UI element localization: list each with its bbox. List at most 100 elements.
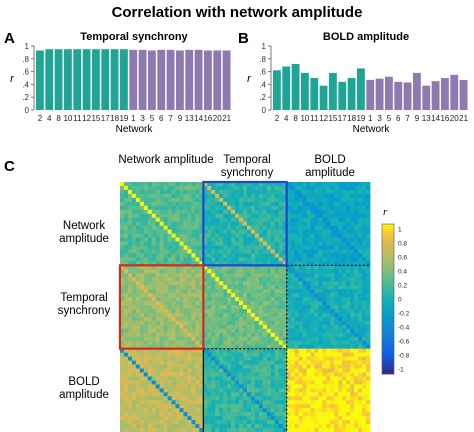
heatmap-cell-bold-amplitude-vs-bold-amplitude <box>358 412 363 417</box>
heatmap-cell-temporal-synchrony-vs-network-amplitude <box>167 308 172 314</box>
heatmap-cell-bold-amplitude-vs-network-amplitude <box>171 360 176 365</box>
heatmap-cell-bold-amplitude-vs-bold-amplitude <box>362 400 367 405</box>
heatmap-cell-temporal-synchrony-vs-bold-amplitude <box>290 265 296 270</box>
heatmap-cell-network-amplitude-vs-network-amplitude <box>147 182 153 187</box>
heatmap-cell-bold-amplitude-vs-temporal-synchrony <box>246 416 252 421</box>
heatmap-cell-network-amplitude-vs-temporal-synchrony <box>250 221 256 227</box>
heatmap-cell-temporal-synchrony-vs-network-amplitude <box>163 281 169 286</box>
heatmap-cell-bold-amplitude-vs-temporal-synchrony <box>231 356 236 361</box>
heatmap-cell-temporal-synchrony-vs-bold-amplitude <box>362 316 367 322</box>
heatmap-cell-temporal-synchrony-vs-network-amplitude <box>139 324 145 330</box>
heatmap-cell-temporal-synchrony-vs-network-amplitude <box>120 269 125 274</box>
heatmap-cell-temporal-synchrony-vs-temporal-synchrony <box>207 273 212 278</box>
heatmap-cell-temporal-synchrony-vs-network-amplitude <box>167 273 172 278</box>
heatmap-cell-network-amplitude-vs-temporal-synchrony <box>254 197 260 203</box>
heatmap-cell-network-amplitude-vs-network-amplitude <box>127 209 133 215</box>
heatmap-cell-temporal-synchrony-vs-network-amplitude <box>147 344 153 350</box>
heatmap-cell-temporal-synchrony-vs-bold-amplitude <box>302 324 307 330</box>
heatmap-cell-bold-amplitude-vs-bold-amplitude <box>290 412 296 417</box>
heatmap-cell-network-amplitude-vs-bold-amplitude <box>358 213 363 219</box>
heatmap-cell-bold-amplitude-vs-network-amplitude <box>131 392 137 397</box>
heatmap-cell-temporal-synchrony-vs-network-amplitude <box>135 281 141 286</box>
heatmap-cell-temporal-synchrony-vs-bold-amplitude <box>334 328 339 334</box>
heatmap-cell-bold-amplitude-vs-bold-amplitude <box>366 352 371 358</box>
heatmap-cell-temporal-synchrony-vs-network-amplitude <box>195 273 200 278</box>
heatmap-cell-temporal-synchrony-vs-network-amplitude <box>147 340 153 346</box>
heatmap-cell-temporal-synchrony-vs-temporal-synchrony <box>243 265 248 270</box>
heatmap-cell-bold-amplitude-vs-network-amplitude <box>135 392 141 397</box>
heatmap-cell-bold-amplitude-vs-temporal-synchrony <box>215 424 220 429</box>
heatmap-cell-bold-amplitude-vs-network-amplitude <box>179 408 184 413</box>
heatmap-cell-network-amplitude-vs-temporal-synchrony <box>243 193 248 199</box>
heatmap-cell-bold-amplitude-vs-temporal-synchrony <box>239 348 244 354</box>
heatmap-cell-network-amplitude-vs-bold-amplitude <box>350 221 355 227</box>
heatmap-cell-network-amplitude-vs-bold-amplitude <box>338 217 343 223</box>
heatmap-cell-temporal-synchrony-vs-bold-amplitude <box>310 293 315 298</box>
heatmap-cell-bold-amplitude-vs-temporal-synchrony <box>266 424 272 429</box>
heatmap-cell-bold-amplitude-vs-bold-amplitude <box>306 396 311 401</box>
heatmap-cell-bold-amplitude-vs-temporal-synchrony <box>203 400 208 405</box>
heatmap-cell-bold-amplitude-vs-network-amplitude <box>135 388 141 393</box>
heatmap-cell-temporal-synchrony-vs-bold-amplitude <box>366 265 371 270</box>
heatmap-cell-bold-amplitude-vs-temporal-synchrony <box>219 348 224 354</box>
heatmap-cell-bold-amplitude-vs-network-amplitude <box>123 380 129 385</box>
heatmap-cell-network-amplitude-vs-temporal-synchrony <box>211 213 216 219</box>
heatmap-cell-network-amplitude-vs-bold-amplitude <box>366 241 371 246</box>
heatmap-cell-network-amplitude-vs-bold-amplitude <box>294 205 299 211</box>
heatmap-cell-bold-amplitude-vs-temporal-synchrony <box>254 424 260 429</box>
heatmap-cell-bold-amplitude-vs-temporal-synchrony <box>211 408 216 413</box>
heatmap-cell-network-amplitude-vs-bold-amplitude <box>306 182 311 187</box>
heatmap-cell-network-amplitude-vs-bold-amplitude <box>286 201 292 207</box>
heatmap-cell-bold-amplitude-vs-temporal-synchrony <box>270 412 276 417</box>
heatmap-cell-bold-amplitude-vs-bold-amplitude <box>302 424 307 429</box>
heatmap-cell-network-amplitude-vs-network-amplitude <box>143 249 149 254</box>
heatmap-cell-bold-amplitude-vs-network-amplitude <box>159 372 165 377</box>
heatmap-cell-temporal-synchrony-vs-bold-amplitude <box>286 316 292 322</box>
heatmap-cell-network-amplitude-vs-bold-amplitude <box>330 245 335 250</box>
heatmap-cell-network-amplitude-vs-network-amplitude <box>135 185 141 191</box>
heatmap-cell-temporal-synchrony-vs-bold-amplitude <box>326 301 331 306</box>
heatmap-cell-bold-amplitude-vs-temporal-synchrony <box>219 380 224 385</box>
heatmap-cell-bold-amplitude-vs-temporal-synchrony <box>278 388 284 393</box>
heatmap-cell-temporal-synchrony-vs-network-amplitude <box>155 301 161 306</box>
heatmap-cell-temporal-synchrony-vs-bold-amplitude <box>318 344 323 350</box>
heatmap-cell-network-amplitude-vs-temporal-synchrony <box>219 217 224 223</box>
heatmap-cell-network-amplitude-vs-network-amplitude <box>195 241 200 246</box>
heatmap-cell-bold-amplitude-vs-temporal-synchrony <box>254 372 260 377</box>
heatmap-cell-network-amplitude-vs-network-amplitude <box>147 225 153 231</box>
heatmap-cell-network-amplitude-vs-bold-amplitude <box>306 201 311 207</box>
heatmap-cell-bold-amplitude-vs-network-amplitude <box>195 420 200 425</box>
heatmap-cell-temporal-synchrony-vs-bold-amplitude <box>350 305 355 310</box>
heatmap-cell-bold-amplitude-vs-temporal-synchrony <box>254 356 260 361</box>
heatmap-cell-temporal-synchrony-vs-bold-amplitude <box>310 336 315 342</box>
heatmap-cell-temporal-synchrony-vs-bold-amplitude <box>314 297 319 302</box>
heatmap-cell-bold-amplitude-vs-temporal-synchrony <box>278 380 284 385</box>
heatmap-cell-bold-amplitude-vs-temporal-synchrony <box>203 416 208 421</box>
heatmap-cell-temporal-synchrony-vs-bold-amplitude <box>338 293 343 298</box>
heatmap-cell-bold-amplitude-vs-bold-amplitude <box>302 388 307 393</box>
heatmap-cell-temporal-synchrony-vs-network-amplitude <box>179 324 184 330</box>
heatmap-cell-bold-amplitude-vs-bold-amplitude <box>290 352 296 358</box>
heatmap-cell-temporal-synchrony-vs-network-amplitude <box>123 285 129 290</box>
heatmap-cell-temporal-synchrony-vs-bold-amplitude <box>350 340 355 346</box>
heatmap-cell-network-amplitude-vs-bold-amplitude <box>302 182 307 187</box>
temporal-synchrony-bar-15 <box>92 49 100 110</box>
heatmap-cell-network-amplitude-vs-temporal-synchrony <box>223 182 228 187</box>
heatmap-cell-network-amplitude-vs-network-amplitude <box>143 201 149 207</box>
heatmap-cell-temporal-synchrony-vs-network-amplitude <box>175 273 180 278</box>
heatmap-cell-temporal-synchrony-vs-temporal-synchrony <box>258 269 264 274</box>
heatmap-cell-temporal-synchrony-vs-bold-amplitude <box>286 332 292 338</box>
heatmap-cell-bold-amplitude-vs-network-amplitude <box>191 352 196 358</box>
heatmap-cell-bold-amplitude-vs-bold-amplitude <box>334 352 339 358</box>
heatmap-cell-network-amplitude-vs-temporal-synchrony <box>246 217 252 223</box>
heatmap-cell-bold-amplitude-vs-temporal-synchrony <box>239 416 244 421</box>
heatmap-cell-temporal-synchrony-vs-bold-amplitude <box>322 281 327 286</box>
heatmap-cell-bold-amplitude-vs-bold-amplitude <box>330 356 335 361</box>
heatmap-cell-temporal-synchrony-vs-bold-amplitude <box>354 324 359 330</box>
heatmap-cell-network-amplitude-vs-bold-amplitude <box>334 205 339 211</box>
heatmap-cell-network-amplitude-vs-network-amplitude <box>159 249 165 254</box>
heatmap-cell-bold-amplitude-vs-bold-amplitude <box>338 384 343 389</box>
heatmap-cell-network-amplitude-vs-network-amplitude <box>199 189 204 195</box>
heatmap-cell-bold-amplitude-vs-bold-amplitude <box>302 420 307 425</box>
heatmap-cell-temporal-synchrony-vs-temporal-synchrony <box>270 308 276 314</box>
